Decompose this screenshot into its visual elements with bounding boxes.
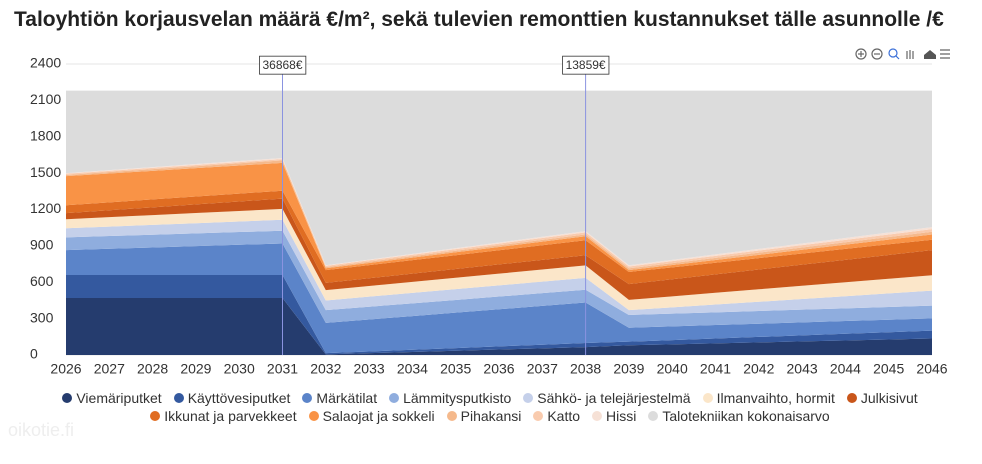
legend-label: Lämmitysputkisto — [403, 390, 512, 406]
legend-marker — [648, 411, 659, 421]
legend-item[interactable]: Katto — [533, 408, 580, 424]
legend-marker — [533, 411, 544, 421]
legend-item[interactable]: Talotekniikan kokonaisarvo — [648, 408, 830, 424]
legend-marker — [846, 393, 857, 403]
x-tick-label: 2041 — [700, 361, 731, 377]
legend-marker — [308, 411, 319, 421]
legend-label: Viemäriputket — [76, 390, 162, 406]
area — [66, 198, 932, 300]
x-tick-label: 2029 — [180, 361, 211, 377]
legend-label: Julkisivut — [860, 390, 918, 406]
x-tick-label: 2043 — [787, 361, 818, 377]
legend-item[interactable]: Lämmitysputkisto — [389, 390, 511, 406]
y-tick-label: 0 — [30, 346, 38, 362]
legend-marker — [62, 393, 73, 403]
x-tick-label: 2044 — [830, 361, 861, 377]
area — [66, 230, 932, 328]
x-tick-label: 2028 — [137, 361, 168, 377]
legend-marker — [523, 393, 534, 403]
legend-item[interactable]: Pihakansi — [446, 408, 522, 424]
toolbar[interactable] — [855, 48, 950, 60]
legend-label: Sähkö- ja telejärjestelmä — [537, 390, 691, 406]
x-tick-label: 2027 — [94, 361, 125, 377]
x-tick-label: 2034 — [397, 361, 428, 377]
x-tick-label: 2042 — [743, 361, 774, 377]
area — [66, 219, 932, 315]
x-tick-label: 2046 — [916, 361, 947, 377]
x-tick-label: 2033 — [354, 361, 385, 377]
x-tick-label: 2039 — [613, 361, 644, 377]
x-tick-label: 2035 — [440, 361, 471, 377]
chart-title: Taloyhtiön korjausvelan määrä €/m², sekä… — [14, 8, 944, 31]
x-tick-label: 2026 — [50, 361, 81, 377]
legend-label: Käyttövesiputket — [187, 390, 291, 406]
legend-marker — [173, 393, 184, 403]
annotation-box — [562, 55, 610, 75]
legend-label: Katto — [547, 408, 581, 424]
legend-item[interactable]: Käyttövesiputket — [173, 390, 291, 406]
legend-marker — [150, 411, 161, 421]
area — [66, 190, 932, 285]
legend-marker — [446, 411, 457, 421]
legend-label: Talotekniikan kokonaisarvo — [662, 408, 830, 424]
y-tick-label: 2100 — [30, 91, 61, 107]
x-tick-label: 2036 — [483, 361, 514, 377]
y-tick-label: 900 — [30, 237, 54, 253]
watermark: oikotie.fi — [8, 420, 75, 440]
x-tick-label: 2037 — [527, 361, 558, 377]
y-tick-label: 1500 — [30, 164, 61, 180]
annotation-label: 13859€ — [566, 58, 606, 72]
legend-label: Salaojat ja sokkeli — [322, 408, 435, 424]
y-tick-label: 1200 — [30, 200, 61, 216]
legend-item[interactable]: Märkätilat — [302, 390, 377, 406]
y-tick-label: 300 — [30, 309, 54, 325]
x-tick-label: 2031 — [267, 361, 298, 377]
annotation-label: 36868€ — [262, 58, 302, 72]
legend-label: Ikkunat ja parvekkeet — [164, 408, 297, 424]
legend-item[interactable]: Hissi — [592, 408, 636, 424]
area — [66, 208, 932, 311]
legend-item[interactable]: Ikkunat ja parvekkeet — [150, 408, 297, 424]
legend-item[interactable]: Salaojat ja sokkeli — [308, 408, 435, 424]
legend-marker — [302, 393, 313, 403]
annotation-box — [259, 55, 307, 75]
legend-item[interactable]: Julkisivut — [846, 390, 918, 406]
legend-marker — [702, 393, 713, 403]
y-tick-label: 600 — [30, 273, 54, 289]
legend-item[interactable]: Ilmanvaihto, hormit — [702, 390, 835, 406]
x-tick-label: 2045 — [873, 361, 904, 377]
x-tick-label: 2040 — [657, 361, 688, 377]
legend: Viemäriputket Käyttövesiputket Märkätilat L… — [60, 390, 920, 424]
y-tick-label: 2400 — [30, 55, 61, 71]
legend-label: Märkätilat — [316, 390, 378, 406]
x-tick-label: 2030 — [224, 361, 255, 377]
legend-label: Pihakansi — [460, 408, 522, 424]
x-tick-label: 2038 — [570, 361, 601, 377]
x-tick-label: 2032 — [310, 361, 341, 377]
y-tick-label: 1800 — [30, 127, 61, 143]
legend-item[interactable]: Sähkö- ja telejärjestelmä — [523, 390, 691, 406]
legend-item[interactable]: Viemäriputket — [62, 390, 162, 406]
legend-label: Hissi — [606, 408, 637, 424]
legend-marker — [592, 411, 603, 421]
legend-marker — [389, 393, 400, 403]
legend-label: Ilmanvaihto, hormit — [716, 390, 835, 406]
